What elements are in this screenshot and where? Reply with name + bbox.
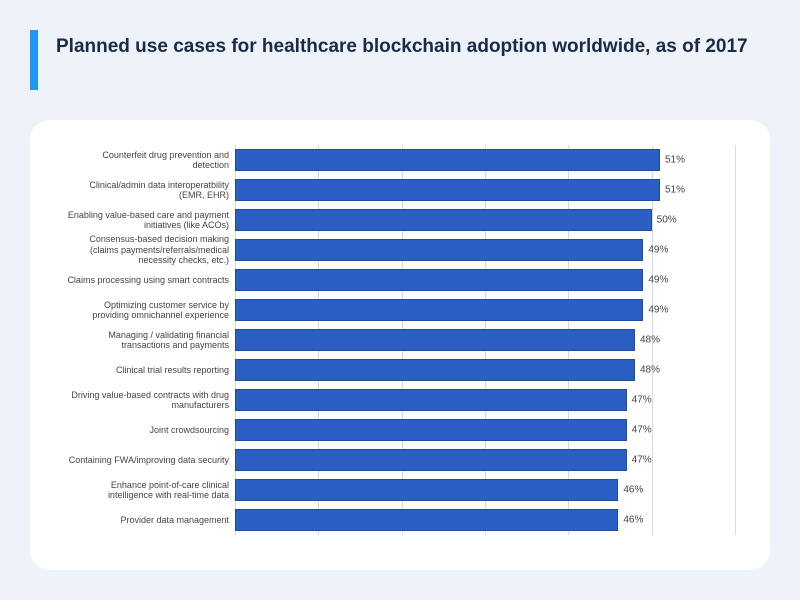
chart-row: Optimizing customer service by providing… [65, 295, 735, 325]
category-label: Clinical/admin data interoperatbility (E… [65, 180, 235, 201]
bar: 47% [235, 449, 627, 471]
bar-track: 49% [235, 235, 735, 265]
bar: 46% [235, 509, 618, 531]
chart-row: Consensus-based decision making (claims … [65, 235, 735, 265]
page-container: Planned use cases for healthcare blockch… [0, 0, 800, 600]
bar: 47% [235, 389, 627, 411]
value-label: 47% [632, 425, 652, 436]
value-label: 47% [632, 455, 652, 466]
value-label: 46% [623, 485, 643, 496]
bar: 46% [235, 479, 618, 501]
category-label: Claims processing using smart contracts [65, 275, 235, 285]
bar-track: 51% [235, 175, 735, 205]
bar-track: 50% [235, 205, 735, 235]
value-label: 47% [632, 395, 652, 406]
bar: 48% [235, 359, 635, 381]
category-label: Optimizing customer service by providing… [65, 300, 235, 321]
bar: 47% [235, 419, 627, 441]
category-label: Consensus-based decision making (claims … [65, 234, 235, 265]
chart-row: Containing FWA/improving data security47… [65, 445, 735, 475]
category-label: Provider data management [65, 515, 235, 525]
bar-track: 47% [235, 445, 735, 475]
value-label: 49% [648, 275, 668, 286]
page-title: Planned use cases for healthcare blockch… [56, 30, 748, 61]
bar-chart: Counterfeit drug prevention and detectio… [65, 145, 735, 535]
bar-track: 47% [235, 385, 735, 415]
category-label: Managing / validating financial transact… [65, 330, 235, 351]
bar: 48% [235, 329, 635, 351]
value-label: 51% [665, 155, 685, 166]
chart-row: Joint crowdsourcing47% [65, 415, 735, 445]
chart-row: Counterfeit drug prevention and detectio… [65, 145, 735, 175]
gridline [735, 145, 736, 535]
bar: 49% [235, 269, 643, 291]
category-label: Joint crowdsourcing [65, 425, 235, 435]
chart-row: Enabling value-based care and payment in… [65, 205, 735, 235]
category-label: Clinical trial results reporting [65, 365, 235, 375]
value-label: 51% [665, 185, 685, 196]
category-label: Driving value-based contracts with drug … [65, 390, 235, 411]
category-label: Enabling value-based care and payment in… [65, 210, 235, 231]
bar: 51% [235, 149, 660, 171]
header: Planned use cases for healthcare blockch… [30, 30, 770, 90]
chart-row: Clinical/admin data interoperatbility (E… [65, 175, 735, 205]
chart-row: Managing / validating financial transact… [65, 325, 735, 355]
value-label: 50% [657, 215, 677, 226]
bar-track: 49% [235, 295, 735, 325]
bar: 50% [235, 209, 652, 231]
category-label: Counterfeit drug prevention and detectio… [65, 150, 235, 171]
chart-row: Clinical trial results reporting48% [65, 355, 735, 385]
value-label: 46% [623, 515, 643, 526]
category-label: Containing FWA/improving data security [65, 455, 235, 465]
bar: 49% [235, 239, 643, 261]
value-label: 48% [640, 365, 660, 376]
accent-bar [30, 30, 38, 90]
category-label: Enhance point-of-care clinical intellige… [65, 480, 235, 501]
value-label: 49% [648, 245, 668, 256]
bar-track: 51% [235, 145, 735, 175]
bar-track: 46% [235, 505, 735, 535]
bar: 51% [235, 179, 660, 201]
chart-row: Provider data management46% [65, 505, 735, 535]
chart-card: Counterfeit drug prevention and detectio… [30, 120, 770, 570]
bar-track: 48% [235, 325, 735, 355]
bar-track: 49% [235, 265, 735, 295]
chart-area: Counterfeit drug prevention and detectio… [65, 145, 735, 560]
bar-track: 48% [235, 355, 735, 385]
value-label: 49% [648, 305, 668, 316]
bar-track: 47% [235, 415, 735, 445]
chart-row: Driving value-based contracts with drug … [65, 385, 735, 415]
chart-row: Claims processing using smart contracts4… [65, 265, 735, 295]
bar: 49% [235, 299, 643, 321]
value-label: 48% [640, 335, 660, 346]
bar-track: 46% [235, 475, 735, 505]
chart-row: Enhance point-of-care clinical intellige… [65, 475, 735, 505]
